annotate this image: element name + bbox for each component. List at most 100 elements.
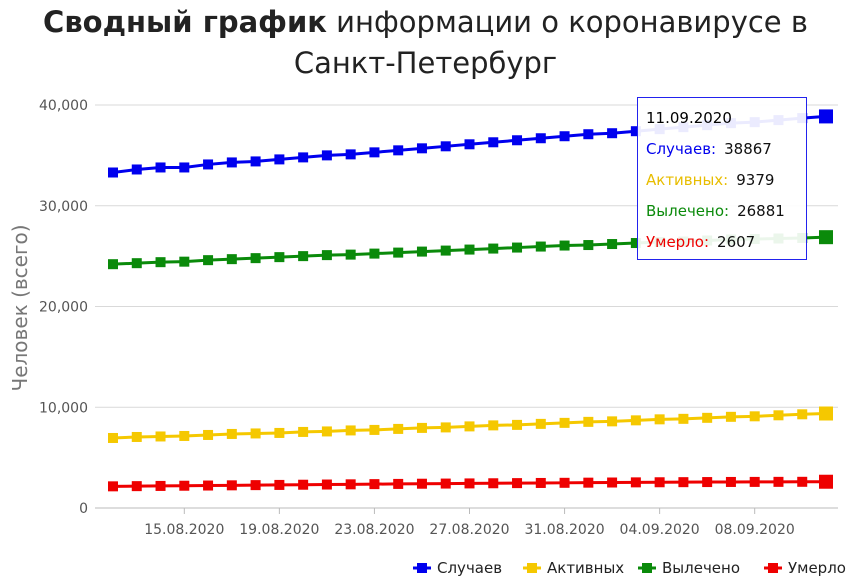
data-point-recovered bbox=[250, 253, 261, 264]
data-point-active bbox=[393, 423, 404, 434]
data-point-deaths bbox=[607, 477, 618, 488]
data-point-active bbox=[131, 431, 142, 442]
data-point-cases bbox=[108, 167, 118, 178]
tooltip-value-cases: 38867 bbox=[724, 140, 772, 158]
data-point-active bbox=[583, 416, 594, 427]
tooltip: 11.09.2020 Случаев: 38867 Активных: 9379 В… bbox=[637, 97, 807, 260]
tooltip-row-deaths: Умерло: 2607 bbox=[646, 232, 806, 263]
legend-label-active: Активных bbox=[547, 559, 624, 577]
data-point-deaths bbox=[559, 477, 570, 488]
data-point-active bbox=[274, 427, 285, 438]
data-point-active bbox=[250, 428, 261, 439]
data-point-deaths bbox=[488, 478, 499, 489]
data-point-active bbox=[678, 413, 689, 424]
data-point-active bbox=[203, 429, 214, 440]
data-point-deaths bbox=[345, 479, 356, 490]
y-tick-label: 0 bbox=[79, 501, 88, 517]
data-point-recovered bbox=[274, 252, 285, 263]
y-tick-label: 20,000 bbox=[39, 300, 88, 316]
data-point-active bbox=[559, 417, 570, 428]
data-point-recovered bbox=[321, 250, 332, 261]
data-point-active bbox=[108, 432, 118, 443]
legend-label-deaths: Умерло bbox=[788, 559, 846, 577]
x-tick-label: 27.08.2020 bbox=[429, 522, 509, 538]
data-point-recovered bbox=[464, 244, 475, 255]
data-point-active bbox=[440, 422, 451, 433]
x-tick-label: 31.08.2020 bbox=[524, 522, 604, 538]
data-point-active bbox=[512, 419, 523, 430]
data-point-deaths bbox=[203, 480, 214, 491]
tooltip-row-recovered: Вылечено: 26881 bbox=[646, 201, 806, 232]
data-point-cases bbox=[226, 157, 237, 168]
data-point-active bbox=[702, 412, 713, 423]
data-point-active bbox=[630, 415, 641, 426]
data-point-cases bbox=[393, 145, 404, 156]
data-point-deaths bbox=[274, 479, 285, 490]
chart-title: Сводный график информации о коронавирусе… bbox=[0, 2, 851, 84]
data-point-cases bbox=[535, 133, 546, 144]
data-point-cases bbox=[416, 143, 427, 154]
data-point-cases bbox=[298, 152, 309, 163]
data-point-recovered bbox=[488, 243, 499, 254]
data-point-deaths bbox=[702, 477, 713, 488]
data-point-cases bbox=[179, 162, 190, 173]
y-tick-label: 40,000 bbox=[39, 98, 88, 114]
data-point-deaths bbox=[155, 480, 166, 491]
data-point-deaths bbox=[250, 480, 261, 491]
data-point-deaths bbox=[535, 477, 546, 488]
data-point-cases bbox=[464, 139, 475, 150]
tooltip-label-active: Активных: bbox=[646, 171, 729, 189]
data-point-deaths bbox=[749, 476, 760, 487]
legend-marker-cases bbox=[417, 563, 427, 573]
tooltip-date-value: 11.09.2020 bbox=[646, 109, 732, 127]
data-point-recovered bbox=[179, 256, 190, 267]
title-rest: информации о коронавирусе в bbox=[326, 5, 808, 39]
title-bold: Сводный график bbox=[43, 5, 327, 39]
data-point-recovered bbox=[393, 247, 404, 258]
data-point-deaths bbox=[512, 478, 523, 489]
data-point-active bbox=[464, 421, 475, 432]
tooltip-date: 11.09.2020 bbox=[646, 108, 806, 139]
data-point-recovered bbox=[440, 245, 451, 256]
data-point-recovered bbox=[535, 241, 546, 252]
data-point-deaths bbox=[725, 476, 736, 487]
data-point-cases bbox=[630, 126, 641, 137]
data-point-active bbox=[749, 411, 760, 422]
tooltip-value-deaths: 2607 bbox=[717, 233, 756, 251]
y-tick-label: 10,000 bbox=[39, 400, 88, 416]
legend-label-recovered: Вылечено bbox=[662, 559, 740, 577]
tooltip-value-active: 9379 bbox=[736, 171, 775, 189]
data-point-recovered bbox=[345, 249, 356, 260]
data-point-cases bbox=[369, 147, 380, 158]
data-point-deaths bbox=[298, 479, 309, 490]
data-point-active bbox=[797, 409, 808, 420]
data-point-cases bbox=[559, 131, 570, 142]
legend-marker-recovered bbox=[642, 563, 652, 573]
data-point-deaths bbox=[226, 480, 237, 491]
data-point-active bbox=[345, 425, 356, 436]
x-tick-label: 19.08.2020 bbox=[239, 522, 319, 538]
data-point-cases bbox=[440, 141, 451, 152]
data-point-cases bbox=[250, 156, 261, 167]
data-point-recovered bbox=[203, 255, 214, 266]
data-point-recovered bbox=[108, 259, 118, 270]
tooltip-label-cases: Случаев: bbox=[646, 140, 717, 158]
x-tick-label: 04.09.2020 bbox=[620, 522, 700, 538]
data-point-deaths bbox=[819, 474, 833, 489]
data-point-active bbox=[654, 414, 665, 425]
data-point-active bbox=[179, 430, 190, 441]
y-tick-label: 30,000 bbox=[39, 199, 88, 215]
data-point-active bbox=[226, 428, 237, 439]
data-point-recovered bbox=[155, 257, 166, 268]
x-tick-label: 08.09.2020 bbox=[715, 522, 795, 538]
data-point-cases bbox=[583, 129, 594, 140]
x-tick-label: 15.08.2020 bbox=[144, 522, 224, 538]
data-point-deaths bbox=[321, 479, 332, 490]
data-point-deaths bbox=[773, 476, 784, 487]
data-point-recovered bbox=[607, 239, 618, 250]
tooltip-value-recovered: 26881 bbox=[737, 202, 785, 220]
data-point-deaths bbox=[131, 481, 142, 492]
data-point-active bbox=[155, 431, 166, 442]
data-point-active bbox=[725, 411, 736, 422]
